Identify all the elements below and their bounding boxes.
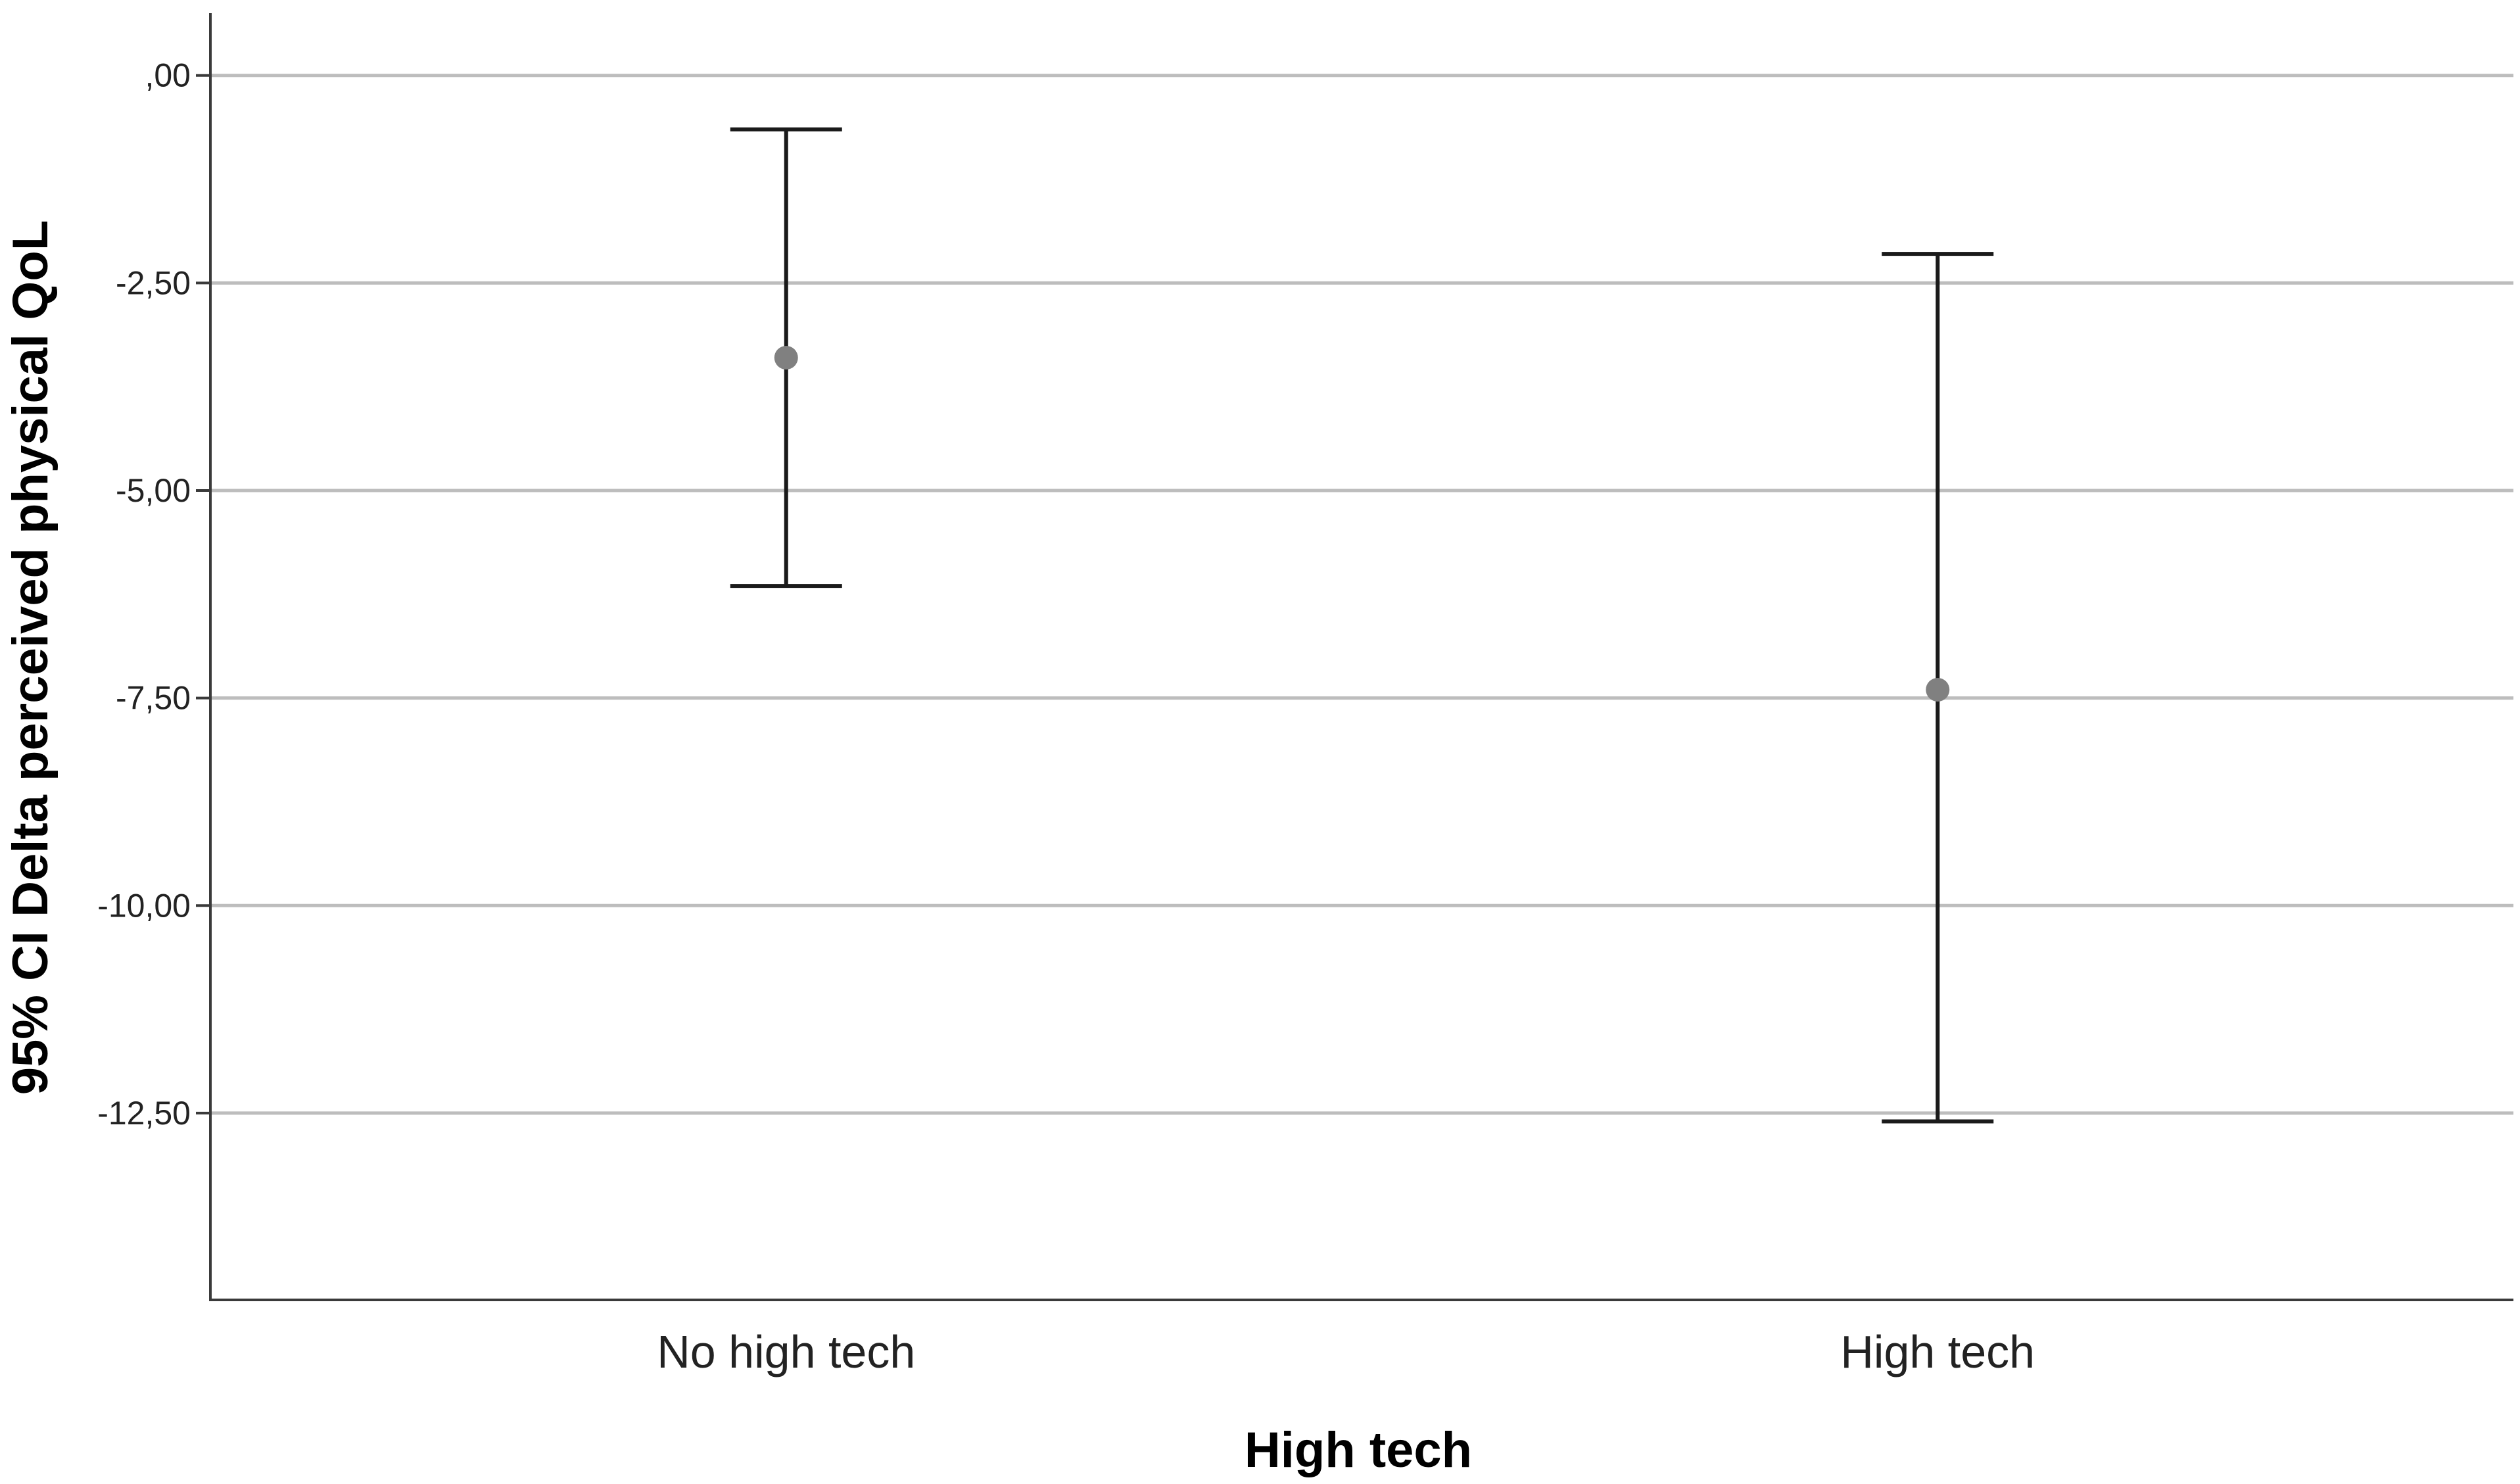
y-tick-label: -2,50 — [116, 264, 191, 301]
error-bars — [730, 127, 1994, 1124]
mean-point — [1926, 678, 1950, 702]
y-tick-label: -12,50 — [97, 1095, 191, 1132]
y-axis-title: 95% CI Delta perceived physical QoL — [3, 220, 59, 1095]
axes — [209, 13, 2513, 1301]
y-tick-label: -7,50 — [116, 680, 191, 717]
y-tick-labels: ,00 -2,50 -5,00 -7,50 -10,00 -12,50 — [97, 57, 210, 1132]
x-axis-title: High tech — [1245, 1422, 1472, 1478]
mean-point — [774, 345, 798, 370]
x-category-label: High tech — [1840, 1326, 2035, 1377]
gridlines — [210, 74, 2513, 1115]
x-category-labels: No high tech High tech — [657, 1326, 2035, 1377]
y-tick-label: -10,00 — [97, 887, 191, 924]
x-category-label: No high tech — [657, 1326, 915, 1377]
y-tick-label: ,00 — [145, 57, 191, 94]
y-tick-label: -5,00 — [116, 472, 191, 509]
